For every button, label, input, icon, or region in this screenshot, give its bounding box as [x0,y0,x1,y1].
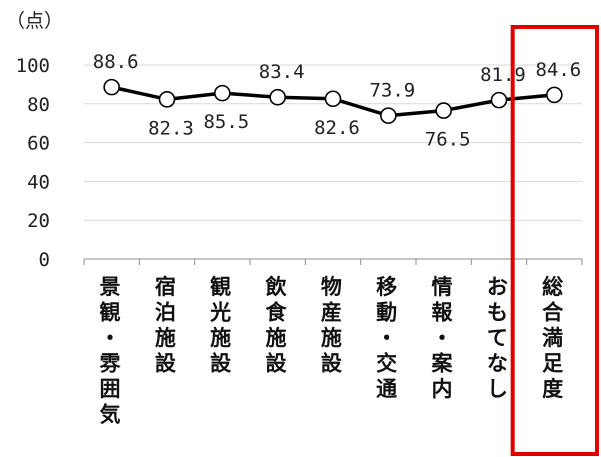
data-label: 83.4 [259,61,305,83]
y-tick-label: 0 [39,249,50,271]
y-unit-label: （点） [6,10,63,32]
data-label: 76.5 [425,129,471,151]
data-point [380,107,397,124]
category-label: 宿泊施設 [155,275,177,376]
data-labels: 88.6 82.3 85.5 83.4 82.6 73.9 76.5 81.9 84.6 [93,51,581,150]
category-label: 飲食施設 [265,275,288,376]
y-tick-label: 80 [27,94,50,116]
category-label: 観光施設 [209,275,232,376]
category-label: 情報・案内 [431,275,454,401]
data-point [158,91,176,108]
category-label: 物産施設 [321,275,343,376]
data-label: 82.6 [314,117,360,139]
data-label: 88.6 [93,51,139,73]
data-point [490,91,508,109]
axes [83,258,583,265]
y-tick-label: 40 [27,171,50,193]
data-point [214,84,231,102]
category-label: 移動・交通 [376,275,397,401]
y-tick-label: 20 [27,210,50,232]
category-label: 総合満足度 [542,275,564,401]
data-point [103,78,120,96]
data-point [435,102,452,119]
data-point [546,86,563,104]
data-label: 81.9 [480,64,526,86]
category-label: 景観・雰囲気 [100,275,122,427]
y-tick-label: 100 [16,55,50,77]
category-label: おもてなし [487,275,508,401]
data-point [324,90,342,108]
data-label: 84.6 [535,59,581,81]
data-point [269,88,286,106]
y-tick-label: 60 [27,133,50,155]
y-tick-labels: 0 20 40 60 80 100 [16,55,50,271]
highlight-box [510,25,600,456]
gridlines [84,64,582,221]
category-labels: 景観・雰囲気 宿泊施設 観光施設 飲食施設 物産施設 移動・交通 情報・案内 おもてなし 総合満… [100,275,565,427]
data-label: 82.3 [148,117,194,139]
data-label: 85.5 [203,111,249,133]
data-points [103,78,563,124]
data-label: 73.9 [369,80,415,102]
